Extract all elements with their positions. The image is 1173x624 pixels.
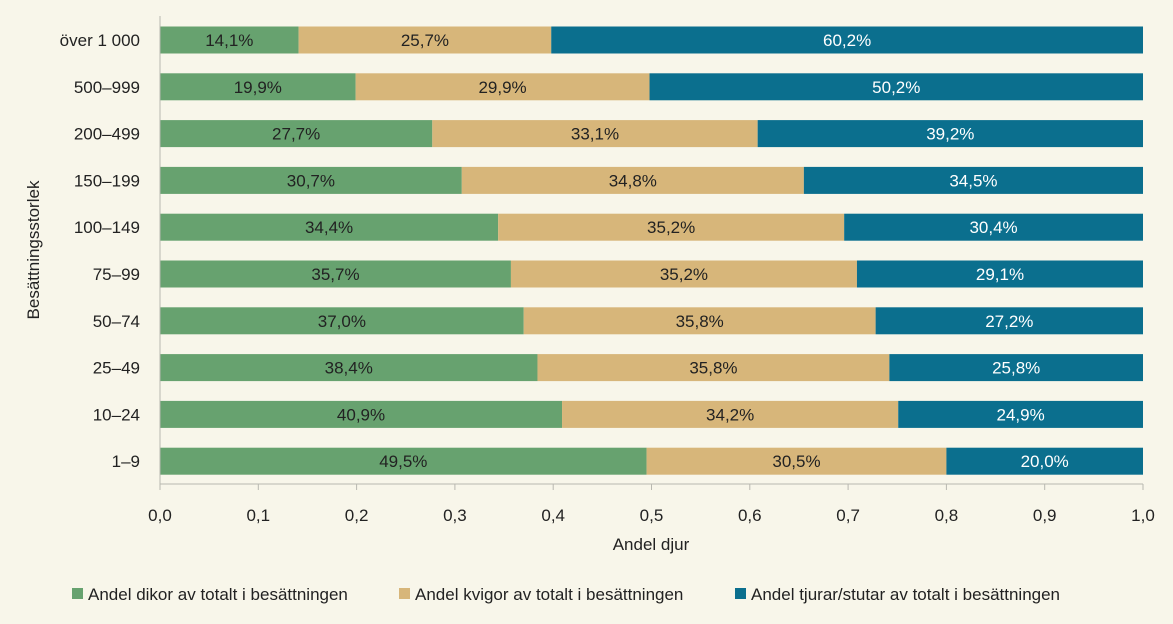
bar-segment bbox=[160, 73, 356, 101]
bar-segment bbox=[889, 354, 1143, 382]
bar-segment bbox=[803, 166, 1143, 194]
data-label: 34,4% bbox=[305, 218, 353, 237]
x-tick-label: 0,5 bbox=[640, 506, 664, 525]
category-label: 500–999 bbox=[74, 78, 140, 97]
bar-segment bbox=[757, 120, 1143, 148]
x-tick-label: 0,8 bbox=[935, 506, 959, 525]
bar-segment bbox=[160, 26, 299, 54]
bar-segment bbox=[160, 307, 524, 335]
data-label: 29,1% bbox=[976, 265, 1024, 284]
data-label: 35,2% bbox=[660, 265, 708, 284]
bar-segment bbox=[160, 354, 538, 382]
category-label: över 1 000 bbox=[60, 31, 140, 50]
data-label: 29,9% bbox=[478, 78, 526, 97]
data-label: 30,4% bbox=[969, 218, 1017, 237]
bar-segment bbox=[160, 400, 563, 428]
x-tick-label: 0,6 bbox=[738, 506, 762, 525]
data-label: 20,0% bbox=[1021, 452, 1069, 471]
legend-label: Andel tjurar/stutar av totalt i besättni… bbox=[751, 585, 1060, 604]
x-axis: 0,0 0,1 0,2 0,3 0,4 0,5 0,6 0,7 0,8 0,9 1,0 bbox=[148, 16, 1155, 525]
bar-segment bbox=[432, 120, 758, 148]
data-label: 25,7% bbox=[401, 31, 449, 50]
data-label: 14,1% bbox=[205, 31, 253, 50]
category-label: 1–9 bbox=[112, 452, 140, 471]
data-label: 19,9% bbox=[234, 78, 282, 97]
data-label: 27,2% bbox=[985, 312, 1033, 331]
x-tick-label: 0,9 bbox=[1033, 506, 1057, 525]
category-label: 200–499 bbox=[74, 125, 140, 144]
bar-segment bbox=[160, 213, 499, 241]
category-label: 50–74 bbox=[93, 312, 140, 331]
legend-label: Andel kvigor av totalt i besättningen bbox=[415, 585, 683, 604]
category-label: 100–149 bbox=[74, 218, 140, 237]
data-label: 60,2% bbox=[823, 31, 871, 50]
bar-segment bbox=[461, 166, 804, 194]
data-label: 34,5% bbox=[949, 171, 997, 190]
data-label: 25,8% bbox=[992, 359, 1040, 378]
y-axis-title: Besättningsstorlek bbox=[24, 180, 43, 319]
category-label: 150–199 bbox=[74, 171, 140, 190]
x-tick-label: 0,0 bbox=[148, 506, 172, 525]
category-label: 75–99 bbox=[93, 265, 140, 284]
x-axis-title: Andel djur bbox=[613, 535, 690, 554]
category-label: 10–24 bbox=[93, 405, 140, 424]
x-tick-label: 0,1 bbox=[246, 506, 270, 525]
legend-swatch bbox=[735, 588, 746, 599]
data-label: 37,0% bbox=[318, 312, 366, 331]
bar-segment bbox=[160, 120, 433, 148]
data-label: 50,2% bbox=[872, 78, 920, 97]
bar-segment bbox=[844, 213, 1143, 241]
data-label: 30,5% bbox=[772, 452, 820, 471]
bar-segment bbox=[646, 447, 947, 475]
bar-segment bbox=[355, 73, 650, 101]
data-label: 40,9% bbox=[337, 405, 385, 424]
data-label: 27,7% bbox=[272, 125, 320, 144]
bar-segment bbox=[537, 354, 890, 382]
bar-segment bbox=[551, 26, 1143, 54]
data-label: 35,8% bbox=[676, 312, 724, 331]
bar-segment bbox=[160, 447, 647, 475]
bar-segment bbox=[523, 307, 876, 335]
data-label: 34,8% bbox=[609, 171, 657, 190]
bar-segment bbox=[160, 166, 462, 194]
bar-segment bbox=[160, 260, 511, 288]
legend-swatch bbox=[72, 588, 83, 599]
x-tick-label: 0,4 bbox=[541, 506, 565, 525]
bars-group: 14,1% 25,7% 60,2% 19,9% 29,9% 50,2% 27,7% 33,1%… bbox=[160, 26, 1143, 475]
data-label: 35,8% bbox=[689, 359, 737, 378]
x-tick-label: 0,7 bbox=[836, 506, 860, 525]
bar-segment bbox=[946, 447, 1143, 475]
data-label: 24,9% bbox=[997, 405, 1045, 424]
data-label: 30,7% bbox=[287, 171, 335, 190]
category-label: 25–49 bbox=[93, 359, 140, 378]
legend-label: Andel dikor av totalt i besättningen bbox=[88, 585, 348, 604]
bar-segment bbox=[875, 307, 1143, 335]
legend: Andel dikor av totalt i besättningen Ande… bbox=[72, 585, 1060, 604]
data-label: 35,2% bbox=[647, 218, 695, 237]
x-tick-label: 0,3 bbox=[443, 506, 467, 525]
bar-segment bbox=[562, 400, 899, 428]
data-label: 35,7% bbox=[311, 265, 359, 284]
x-tick-label: 1,0 bbox=[1131, 506, 1155, 525]
bar-segment bbox=[649, 73, 1143, 101]
bar-segment bbox=[298, 26, 552, 54]
bar-segment bbox=[856, 260, 1143, 288]
bar-segment bbox=[898, 400, 1143, 428]
data-label: 34,2% bbox=[706, 405, 754, 424]
bar-segment bbox=[498, 213, 845, 241]
data-label: 49,5% bbox=[379, 452, 427, 471]
bar-segment bbox=[510, 260, 857, 288]
data-label: 39,2% bbox=[926, 125, 974, 144]
data-label: 33,1% bbox=[571, 125, 619, 144]
x-tick-label: 0,2 bbox=[345, 506, 369, 525]
category-labels: över 1 000 500–999 200–499 150–199 100–149 75… bbox=[60, 31, 140, 471]
legend-swatch bbox=[399, 588, 410, 599]
data-label: 38,4% bbox=[325, 359, 373, 378]
